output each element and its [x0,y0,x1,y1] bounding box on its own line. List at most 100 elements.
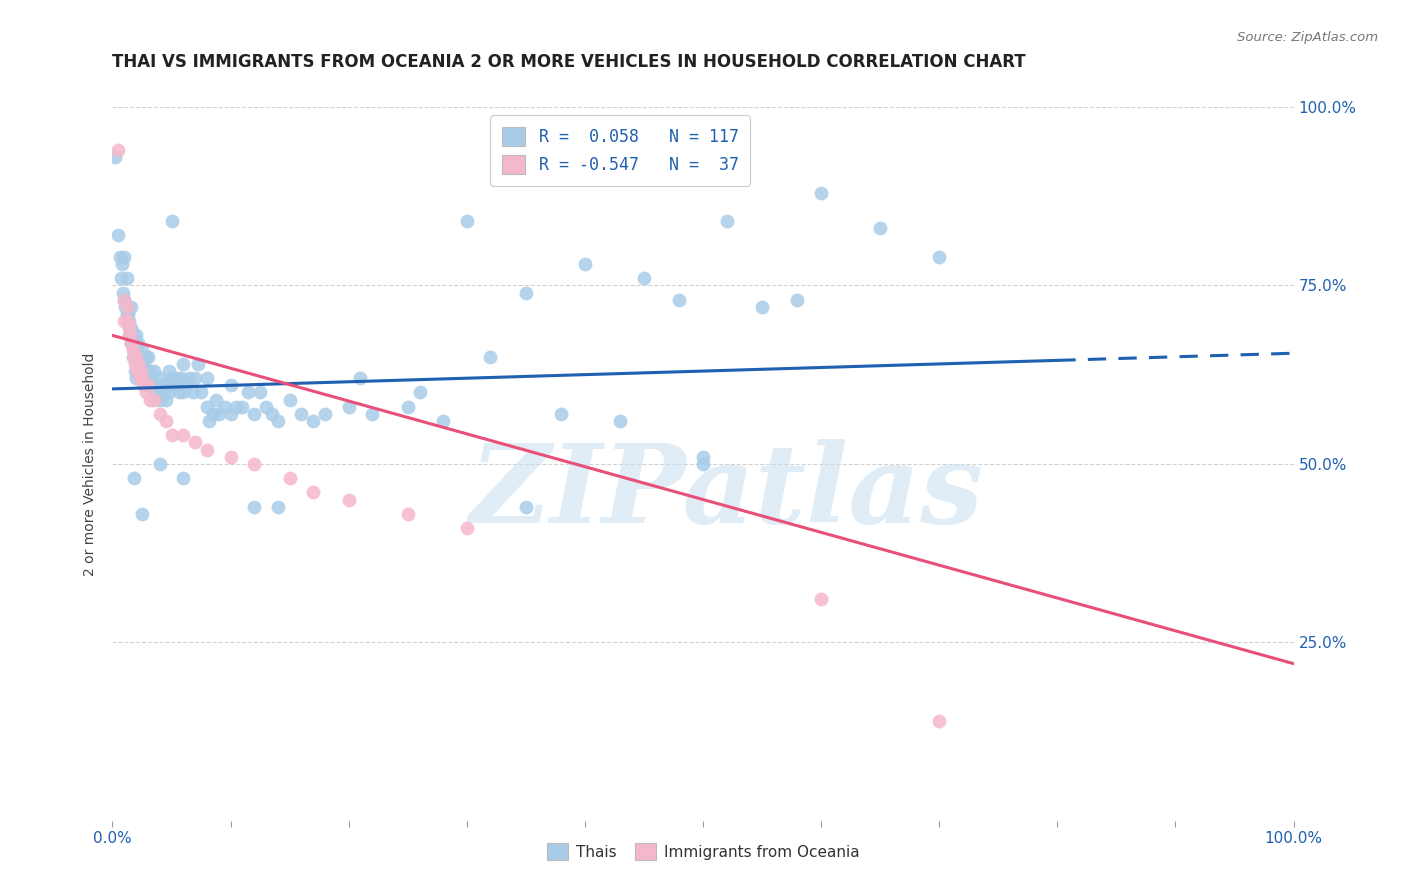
Point [141,378,163,392]
Point [136,350,159,364]
Point [186,357,208,371]
Point [157,364,180,378]
Point [786,293,808,307]
Point [155,414,177,428]
Point [456,214,478,228]
Point [254,400,277,414]
Point [219,407,242,421]
Point [243,500,266,514]
Point [142,392,165,407]
Point [149,392,172,407]
Point [131,371,153,385]
Point [139,392,162,407]
Point [127,364,149,378]
Point [160,214,183,228]
Point [127,335,149,350]
Point [396,507,419,521]
Point [112,293,135,307]
Point [928,714,950,728]
Point [160,428,183,442]
Point [249,385,271,400]
Point [155,392,177,407]
Point [124,364,146,378]
Point [152,385,174,400]
Point [201,407,224,421]
Point [135,385,157,400]
Point [149,457,172,471]
Point [124,357,146,371]
Point [290,407,312,421]
Point [609,414,631,428]
Point [716,214,738,228]
Point [135,364,157,378]
Point [127,350,149,364]
Point [179,371,201,385]
Point [122,335,145,350]
Point [115,271,138,285]
Point [125,371,148,385]
Point [146,378,169,392]
Point [129,350,152,364]
Point [107,228,129,243]
Point [479,350,502,364]
Point [112,314,135,328]
Point [149,407,172,421]
Point [139,364,162,378]
Point [115,300,138,314]
Point [150,378,173,392]
Point [172,385,194,400]
Point [157,385,180,400]
Point [314,407,336,421]
Point [692,450,714,464]
Point [243,407,266,421]
Point [166,371,188,385]
Point [136,378,159,392]
Point [120,300,142,314]
Point [104,150,127,164]
Point [118,328,141,343]
Point [243,457,266,471]
Legend: Thais, Immigrants from Oceania: Thais, Immigrants from Oceania [540,837,866,866]
Point [143,378,166,392]
Point [125,350,148,364]
Point [160,371,183,385]
Point [172,357,194,371]
Point [195,371,218,385]
Point [408,385,430,400]
Point [127,364,149,378]
Point [219,378,242,392]
Point [124,343,146,357]
Point [125,350,148,364]
Point [174,378,197,392]
Point [267,500,290,514]
Point [142,385,165,400]
Point [515,285,537,300]
Point [118,314,141,328]
Text: ZIPatlas: ZIPatlas [470,439,984,546]
Point [231,400,253,414]
Point [120,335,142,350]
Point [132,357,155,371]
Point [122,350,145,364]
Point [122,471,145,485]
Point [121,328,143,343]
Point [195,442,218,457]
Point [195,400,218,414]
Point [110,271,132,285]
Point [751,300,773,314]
Point [117,307,139,321]
Point [692,457,714,471]
Point [122,350,145,364]
Point [574,257,596,271]
Point [142,364,165,378]
Point [361,407,384,421]
Point [121,350,143,364]
Text: THAI VS IMMIGRANTS FROM OCEANIA 2 OR MORE VEHICLES IN HOUSEHOLD CORRELATION CHAR: THAI VS IMMIGRANTS FROM OCEANIA 2 OR MOR… [112,54,1026,71]
Point [302,414,325,428]
Point [112,250,135,264]
Point [136,378,159,392]
Point [181,385,204,400]
Point [115,307,138,321]
Point [118,321,141,335]
Point [205,392,228,407]
